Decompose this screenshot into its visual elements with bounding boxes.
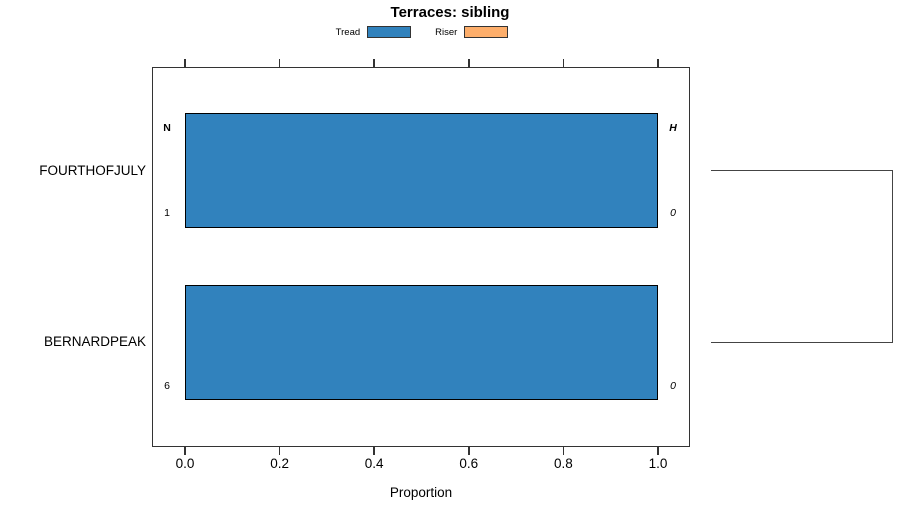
plot-area-frame <box>152 67 690 447</box>
annotation-left-header: N <box>163 122 171 134</box>
legend-label: Riser <box>435 26 458 38</box>
legend-swatch-tread <box>367 26 412 38</box>
x-axis-tick-label: 0.8 <box>554 456 573 471</box>
x-axis-tick-bottom <box>562 447 565 455</box>
chart-title: Terraces: sibling <box>390 4 510 21</box>
x-axis-tick-top <box>278 59 281 67</box>
x-axis-tick-label: 0.0 <box>175 456 195 471</box>
annotation-right-header: H <box>669 122 677 134</box>
sibling-bracket <box>711 170 893 343</box>
annotation-left-value: 6 <box>164 380 170 392</box>
x-axis-tick-label: 0.4 <box>364 456 384 471</box>
annotation-right-value: 0 <box>670 380 676 392</box>
legend-label: Tread <box>335 26 361 38</box>
legend-swatch-riser <box>464 26 509 38</box>
x-axis-tick-bottom <box>278 447 281 455</box>
bar-tread <box>185 285 658 400</box>
x-axis-tick-bottom <box>184 447 186 455</box>
x-axis-tick-top <box>468 59 470 67</box>
x-axis-tick-label: 1.0 <box>648 456 668 471</box>
annotation-right-value: 0 <box>670 207 676 219</box>
x-axis-tick-bottom <box>373 447 375 455</box>
bar-tread <box>185 113 658 228</box>
x-axis-tick-bottom <box>657 447 659 455</box>
x-axis-tick-top <box>657 59 659 67</box>
x-axis-label: Proportion <box>389 485 453 500</box>
legend-item-tread: Tread <box>335 26 412 38</box>
x-axis-tick-top <box>184 59 186 67</box>
category-label: BERNARDPEAK <box>43 334 146 349</box>
x-axis-tick-top <box>562 59 565 67</box>
x-axis-tick-label: 0.2 <box>270 456 289 471</box>
legend: Tread Riser <box>0 24 844 40</box>
category-label: FOURTHOFJULY <box>39 163 146 178</box>
legend-item-riser: Riser <box>435 26 509 38</box>
x-axis-tick-label: 0.6 <box>459 456 479 471</box>
x-axis-tick-top <box>373 59 375 67</box>
x-axis-tick-bottom <box>468 447 470 455</box>
annotation-left-value: 1 <box>164 207 170 219</box>
